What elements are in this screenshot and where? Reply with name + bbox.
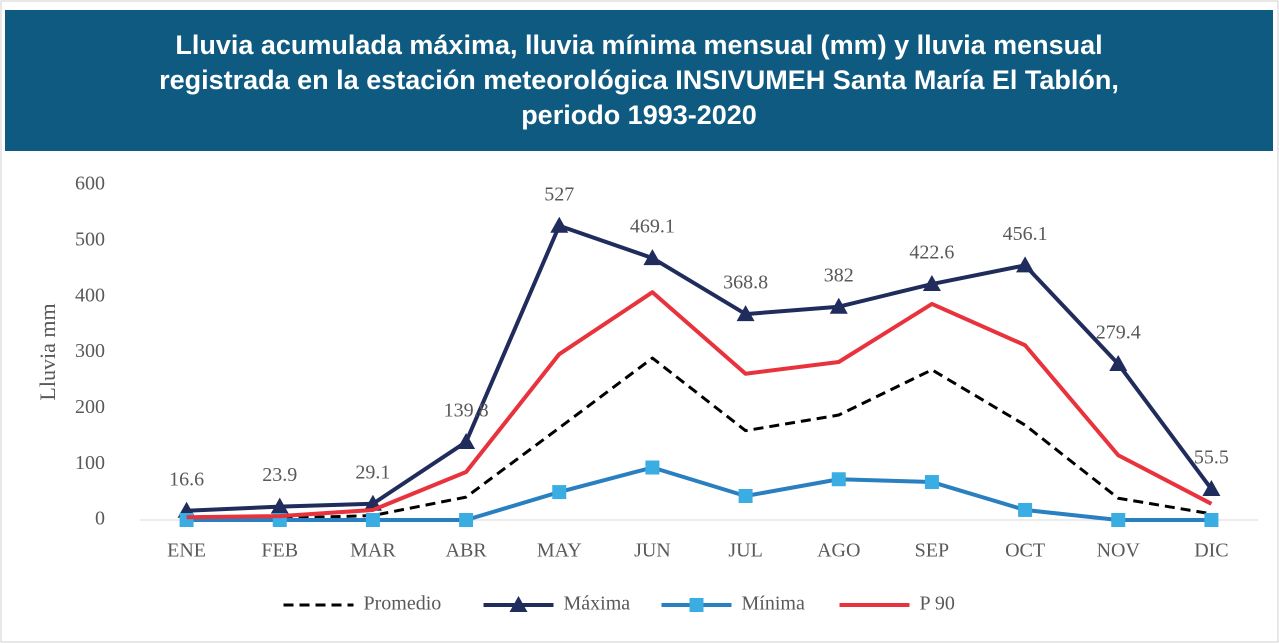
data-point — [922, 275, 941, 292]
data-label: 23.9 — [262, 464, 297, 486]
data-label: 527 — [544, 183, 574, 205]
y-tick-label: 100 — [75, 452, 105, 474]
data-label: 368.8 — [723, 272, 768, 294]
data-label: 29.1 — [355, 461, 390, 483]
data-point — [365, 513, 380, 527]
data-label: 16.6 — [169, 468, 204, 490]
data-label: 469.1 — [630, 216, 675, 238]
data-point — [1018, 502, 1033, 517]
data-point — [270, 497, 289, 514]
legend-label: Mínima — [742, 593, 805, 615]
data-point — [459, 513, 474, 527]
y-tick-label: 200 — [75, 396, 105, 418]
data-label: 382 — [824, 264, 854, 286]
data-point — [645, 460, 660, 475]
data-point — [1016, 256, 1035, 273]
y-tick-label: 300 — [75, 340, 105, 362]
data-point — [1204, 513, 1219, 527]
series-line — [186, 465, 1212, 522]
x-tick-label: JUL — [728, 540, 762, 562]
data-label: 139.8 — [444, 400, 489, 422]
data-point — [552, 485, 567, 500]
y-tick-label: 600 — [75, 173, 105, 195]
x-tick-label: NOV — [1097, 540, 1141, 562]
y-tick-label: 500 — [75, 228, 105, 250]
legend-label: Promedio — [364, 593, 442, 615]
x-tick-label: FEB — [261, 540, 298, 562]
x-tick-label: SEP — [915, 540, 949, 562]
data-point — [1111, 513, 1126, 527]
data-point — [831, 472, 846, 487]
data-point — [829, 297, 848, 314]
legend-marker — [509, 596, 528, 612]
x-tick-label: ABR — [446, 540, 488, 562]
x-tick-label: OCT — [1005, 540, 1045, 562]
data-point — [736, 305, 755, 322]
data-label: 279.4 — [1096, 322, 1141, 344]
x-tick-label: AGO — [817, 540, 860, 562]
data-point — [924, 475, 939, 490]
data-point — [738, 488, 753, 503]
data-point — [550, 216, 569, 233]
x-tick-label: DIC — [1194, 540, 1228, 562]
y-tick-label: 400 — [75, 284, 105, 306]
x-tick-label: JUN — [634, 540, 671, 562]
series-line — [186, 290, 1213, 520]
x-tick-label: MAR — [350, 540, 396, 562]
data-label: 55.5 — [1194, 447, 1229, 469]
legend-marker — [689, 598, 704, 612]
series-line — [186, 223, 1214, 513]
data-point — [457, 432, 476, 449]
data-point — [643, 249, 662, 266]
chart-title: Lluvia acumulada máxima, lluvia mínima m… — [5, 10, 1273, 151]
data-point — [1109, 355, 1128, 372]
legend-label: Máxima — [564, 593, 631, 615]
y-axis-label: Lluvia mm — [35, 303, 60, 400]
data-label: 456.1 — [1003, 223, 1048, 245]
data-point — [1202, 480, 1221, 497]
y-tick-label: 0 — [95, 508, 105, 530]
data-label: 422.6 — [909, 242, 954, 264]
x-tick-label: MAY — [537, 540, 582, 562]
legend-label: P 90 — [920, 593, 955, 615]
x-tick-label: ENE — [167, 540, 206, 562]
data-point — [179, 513, 194, 527]
